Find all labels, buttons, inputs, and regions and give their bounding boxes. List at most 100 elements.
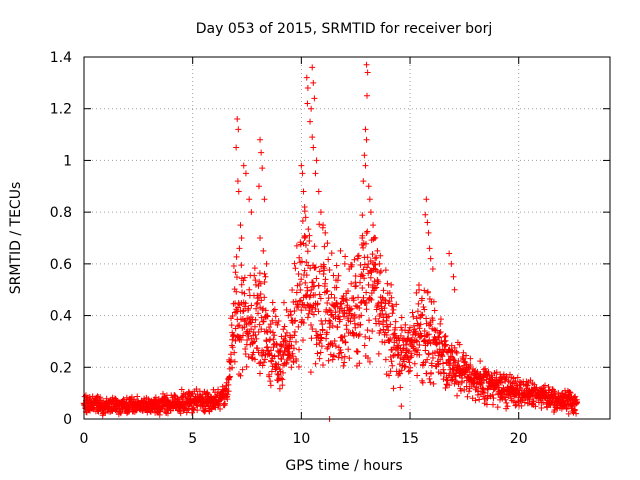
data-point: [388, 358, 395, 365]
data-point: [317, 349, 324, 356]
data-point: [363, 92, 370, 99]
data-point: [274, 371, 281, 378]
y-tick-label: 0.2: [50, 360, 72, 376]
data-point: [335, 272, 342, 279]
grid: [84, 57, 610, 419]
data-point: [234, 323, 241, 330]
data-point: [390, 306, 397, 313]
data-point: [382, 356, 389, 363]
data-point: [332, 309, 339, 316]
data-point: [264, 312, 271, 319]
data-point: [358, 312, 365, 319]
data-point: [376, 320, 383, 327]
data-point: [363, 229, 370, 236]
data-point: [280, 369, 287, 376]
y-tick-label: 1.2: [50, 102, 72, 118]
data-point: [298, 258, 305, 265]
data-point: [310, 311, 317, 318]
data-point: [238, 281, 245, 288]
data-point: [339, 334, 346, 341]
data-point: [411, 347, 418, 354]
data-point: [361, 342, 368, 349]
data-point: [255, 310, 262, 317]
data-point: [407, 364, 414, 371]
data-point: [325, 357, 332, 364]
data-point: [299, 217, 306, 224]
data-point: [357, 279, 364, 286]
data-point: [256, 360, 263, 367]
data-point: [248, 326, 255, 333]
data-point: [483, 401, 490, 408]
data-point: [502, 396, 509, 403]
data-point: [314, 300, 321, 307]
data-point: [392, 324, 399, 331]
data-point: [296, 297, 303, 304]
data-point: [335, 313, 342, 320]
data-point: [95, 408, 102, 415]
data-point: [266, 373, 273, 380]
data-point: [321, 280, 328, 287]
data-point: [418, 332, 425, 339]
data-point: [152, 394, 159, 401]
data-point: [262, 307, 269, 314]
data-point: [398, 403, 405, 410]
data-point: [341, 260, 348, 267]
data-point: [376, 260, 383, 267]
data-point: [325, 256, 332, 263]
data-point: [362, 240, 369, 247]
data-point: [283, 306, 290, 313]
data-point: [311, 95, 318, 102]
data-point: [307, 118, 314, 125]
data-point: [518, 402, 525, 409]
data-point: [231, 309, 238, 316]
data-point: [270, 336, 277, 343]
data-point: [257, 136, 264, 143]
data-point: [261, 196, 268, 203]
data-point: [439, 360, 446, 367]
data-point: [437, 316, 444, 323]
data-point: [413, 315, 420, 322]
data-point: [493, 369, 500, 376]
data-point: [406, 359, 413, 366]
data-point: [112, 407, 119, 414]
data-point: [388, 294, 395, 301]
data-point: [241, 290, 248, 297]
data-point: [442, 332, 449, 339]
data-point: [340, 293, 347, 300]
data-point: [355, 252, 362, 259]
x-tick-label: 5: [188, 431, 197, 447]
data-point: [134, 393, 141, 400]
data-point: [370, 282, 377, 289]
data-point: [258, 149, 265, 156]
data-point: [251, 272, 258, 279]
data-point: [245, 353, 252, 360]
data-point: [230, 332, 237, 339]
data-point: [451, 344, 458, 351]
data-point: [331, 353, 338, 360]
data-point: [325, 295, 332, 302]
data-point: [288, 364, 295, 371]
data-point: [248, 319, 255, 326]
data-point: [328, 291, 335, 298]
data-point: [251, 323, 258, 330]
data-point: [405, 335, 412, 342]
data-point: [328, 250, 335, 257]
data-point: [347, 318, 354, 325]
data-point: [261, 278, 268, 285]
data-point: [233, 274, 240, 281]
data-point: [371, 285, 378, 292]
data-point: [275, 371, 282, 378]
data-point: [484, 386, 491, 393]
data-point: [414, 308, 421, 315]
data-point: [297, 241, 304, 248]
data-point: [289, 287, 296, 294]
data-point: [422, 347, 429, 354]
data-point: [227, 351, 234, 358]
data-point: [221, 400, 228, 407]
data-point: [237, 222, 244, 229]
data-point: [367, 209, 374, 216]
data-point: [293, 242, 300, 249]
data-point: [453, 348, 460, 355]
data-point: [341, 313, 347, 320]
data-point: [271, 306, 278, 313]
